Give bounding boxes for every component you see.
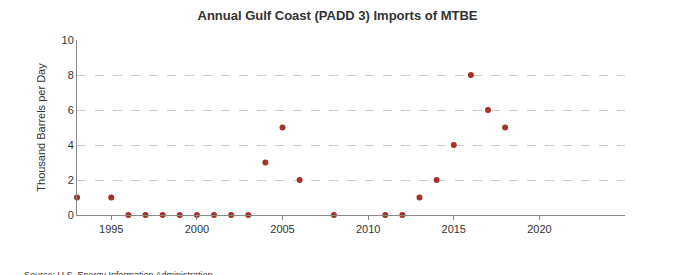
svg-text:2020: 2020: [527, 223, 551, 235]
svg-text:6: 6: [68, 104, 74, 116]
svg-text:10: 10: [62, 34, 74, 46]
svg-text:Source: U.S. Energy Informatio: Source: U.S. Energy Information Administ…: [24, 270, 213, 275]
svg-text:Annual Gulf Coast (PADD 3) Imp: Annual Gulf Coast (PADD 3) Imports of MT…: [198, 8, 478, 23]
svg-text:0: 0: [68, 209, 74, 221]
svg-text:8: 8: [68, 69, 74, 81]
svg-text:2000: 2000: [185, 223, 209, 235]
svg-text:2: 2: [68, 174, 74, 186]
svg-text:4: 4: [68, 139, 74, 151]
svg-text:2005: 2005: [270, 223, 294, 235]
svg-text:1995: 1995: [99, 223, 123, 235]
svg-text:2015: 2015: [442, 223, 466, 235]
svg-text:Thousand Barrels per Day: Thousand Barrels per Day: [35, 63, 47, 192]
svg-text:2010: 2010: [356, 223, 380, 235]
